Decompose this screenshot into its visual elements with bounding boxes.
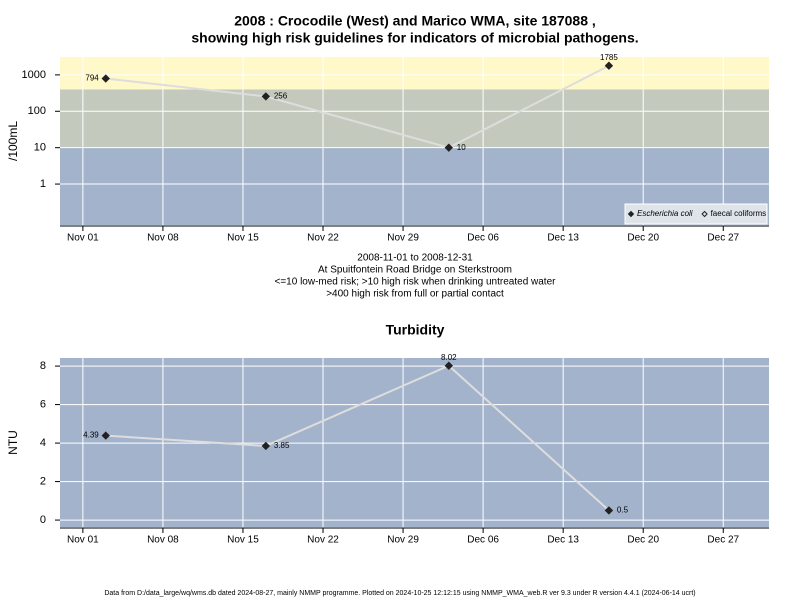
data-label: 1785 [600,53,618,62]
y-tick-label: 1 [40,178,46,190]
y-tick-label: 4 [40,437,46,449]
x-tick-label: Dec 27 [707,233,739,244]
note: <=10 low-med risk; >10 high risk when dr… [275,277,557,288]
y-tick-label: 0 [40,514,46,526]
data-point [604,506,614,515]
x-tick-label: Nov 01 [67,535,99,546]
data-label: 8.02 [441,353,457,362]
y-axis-label: /100mL [6,121,20,161]
y-tick-label: 2 [40,475,46,487]
x-tick-label: Dec 06 [467,233,499,244]
data-label: 4.39 [83,431,99,440]
legend-label: faecal coliforms [711,209,767,218]
data-point [101,431,110,440]
data-label: 256 [274,92,288,101]
x-tick-label: Nov 15 [227,535,259,546]
y-tick-label: 6 [40,398,46,410]
legend-box [624,203,768,225]
data-line [105,364,610,512]
data-point [444,143,454,152]
data-label: 3.85 [274,441,290,450]
chart-title: Turbidity [386,322,445,338]
x-tick-label: Dec 06 [467,535,499,546]
x-tick-label: Dec 27 [707,535,739,546]
note: At Spuitfontein Road Bridge on Sterkstro… [318,265,512,276]
x-tick-label: Nov 29 [387,233,419,244]
data-label: 0.5 [617,506,629,515]
y-tick-label: 100 [28,105,46,117]
legend-marker [701,210,708,218]
data-point [261,441,271,451]
risk-band [60,358,769,527]
legend-marker [627,210,635,218]
y-axis-label: NTU [6,430,20,455]
x-tick-label: Dec 20 [627,233,659,244]
x-tick-label: Nov 22 [307,233,339,244]
x-tick-label: Nov 22 [307,535,339,546]
y-tick-label: 8 [40,360,46,372]
note: 2008-11-01 to 2008-12-31 [357,253,473,264]
x-tick-label: Dec 13 [547,233,579,244]
x-tick-label: Nov 01 [67,233,99,244]
legend-label: Escherichia coli [637,209,693,218]
x-tick-label: Nov 08 [147,233,179,244]
x-tick-label: Dec 13 [547,535,579,546]
y-tick-label: 10 [34,142,46,154]
x-tick-label: Nov 29 [387,535,419,546]
x-tick-label: Dec 20 [627,535,659,546]
data-label: 10 [457,143,466,152]
footer: Data from D:/data_large/wq/wms.db dated … [104,590,695,597]
x-tick-label: Nov 15 [227,233,259,244]
data-point [604,61,614,70]
data-point [444,361,454,370]
data-point [101,74,110,83]
chart-title: showing high risk guidelines for indicat… [191,30,638,46]
note: >400 high risk from full or partial cont… [326,289,504,300]
data-line [105,64,610,149]
data-label: 794 [85,74,99,83]
y-tick-label: 1000 [22,69,46,81]
chart-title: 2008 : Crocodile (West) and Marico WMA, … [234,13,596,29]
risk-band [60,57,769,90]
x-tick-label: Nov 08 [147,535,179,546]
data-point [261,92,271,101]
